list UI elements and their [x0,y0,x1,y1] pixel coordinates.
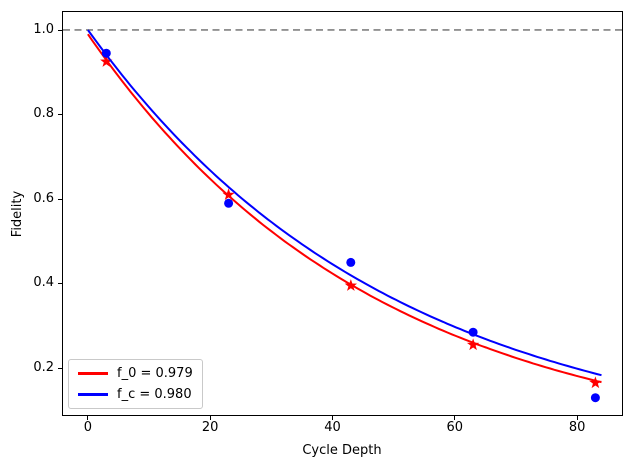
data-point-star [222,188,235,201]
legend: f_0 = 0.979 f_c = 0.980 [68,359,203,409]
legend-label-f0: f_0 = 0.979 [117,366,193,381]
y-tick-mark [58,114,62,115]
y-tick-mark [58,29,62,31]
y-tick-label: 1.0 [33,21,54,37]
x-tick-mark [454,416,456,420]
data-point-star [344,279,358,291]
data-point-circle [224,198,234,208]
fit-curve-1 [87,29,602,377]
data-point-star [100,55,113,67]
data-point-circle [468,327,478,337]
y-tick-label: 0.8 [33,106,54,121]
legend-label-fc: f_c = 0.980 [117,387,192,402]
x-tick-mark [87,416,89,420]
fit-curve-0 [87,33,602,384]
x-tick-label: 40 [324,420,341,435]
data-point-circle [101,48,111,58]
chart-canvas [63,29,622,403]
x-axis-label: Cycle Depth [302,443,382,458]
plot-area: f_0 = 0.979 f_c = 0.980 [62,11,623,416]
data-point-star [589,376,602,389]
legend-entry-fc: f_c = 0.980 [78,386,193,403]
x-tick-label: 20 [201,420,219,435]
legend-line-f0-icon [78,372,108,375]
y-tick-label: 0.2 [33,359,54,375]
x-tick-mark [209,416,211,420]
y-tick-mark [58,283,62,285]
x-tick-mark [332,416,333,420]
y-tick-label: 0.6 [33,190,54,206]
x-tick-label: 0 [83,420,93,435]
data-point-circle [590,393,600,403]
y-tick-mark [58,198,62,200]
data-point-star [466,338,480,351]
x-tick-label: 80 [568,420,586,435]
y-tick-mark [58,367,62,369]
legend-entry-f0: f_0 = 0.979 [78,365,193,382]
x-tick-label: 60 [446,420,464,435]
legend-line-fc-icon [78,393,108,396]
x-tick-mark [576,416,578,420]
y-tick-label: 0.4 [33,275,54,291]
data-point-circle [346,257,356,267]
